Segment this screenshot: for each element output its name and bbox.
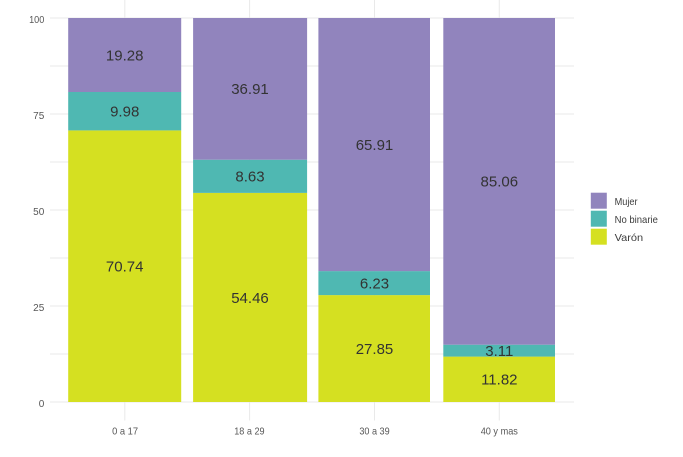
- svg-text:3.11: 3.11: [485, 343, 513, 360]
- svg-text:25: 25: [33, 303, 45, 314]
- svg-text:8.63: 8.63: [235, 169, 264, 186]
- svg-text:50: 50: [33, 207, 45, 218]
- svg-text:0 a 17: 0 a 17: [112, 426, 138, 438]
- svg-text:6.23: 6.23: [360, 275, 389, 292]
- svg-text:75: 75: [33, 111, 45, 122]
- svg-text:100: 100: [29, 15, 45, 26]
- svg-text:18 a 29: 18 a 29: [234, 426, 264, 438]
- svg-text:54.46: 54.46: [231, 290, 269, 307]
- svg-text:27.85: 27.85: [356, 341, 394, 358]
- svg-text:70.74: 70.74: [106, 259, 144, 276]
- svg-text:No binarie: No binarie: [615, 214, 658, 226]
- svg-text:30 a 39: 30 a 39: [359, 426, 389, 438]
- svg-text:85.06: 85.06: [481, 174, 519, 191]
- svg-text:11.82: 11.82: [481, 372, 517, 389]
- svg-text:36.91: 36.91: [231, 81, 269, 98]
- svg-text:Mujer: Mujer: [615, 196, 638, 208]
- svg-text:19.28: 19.28: [106, 47, 144, 64]
- svg-text:9.98: 9.98: [110, 104, 139, 121]
- svg-text:40 y mas: 40 y mas: [481, 426, 518, 438]
- svg-text:0: 0: [39, 399, 45, 410]
- svg-text:65.91: 65.91: [356, 137, 394, 154]
- svg-text:Varón: Varón: [615, 232, 644, 244]
